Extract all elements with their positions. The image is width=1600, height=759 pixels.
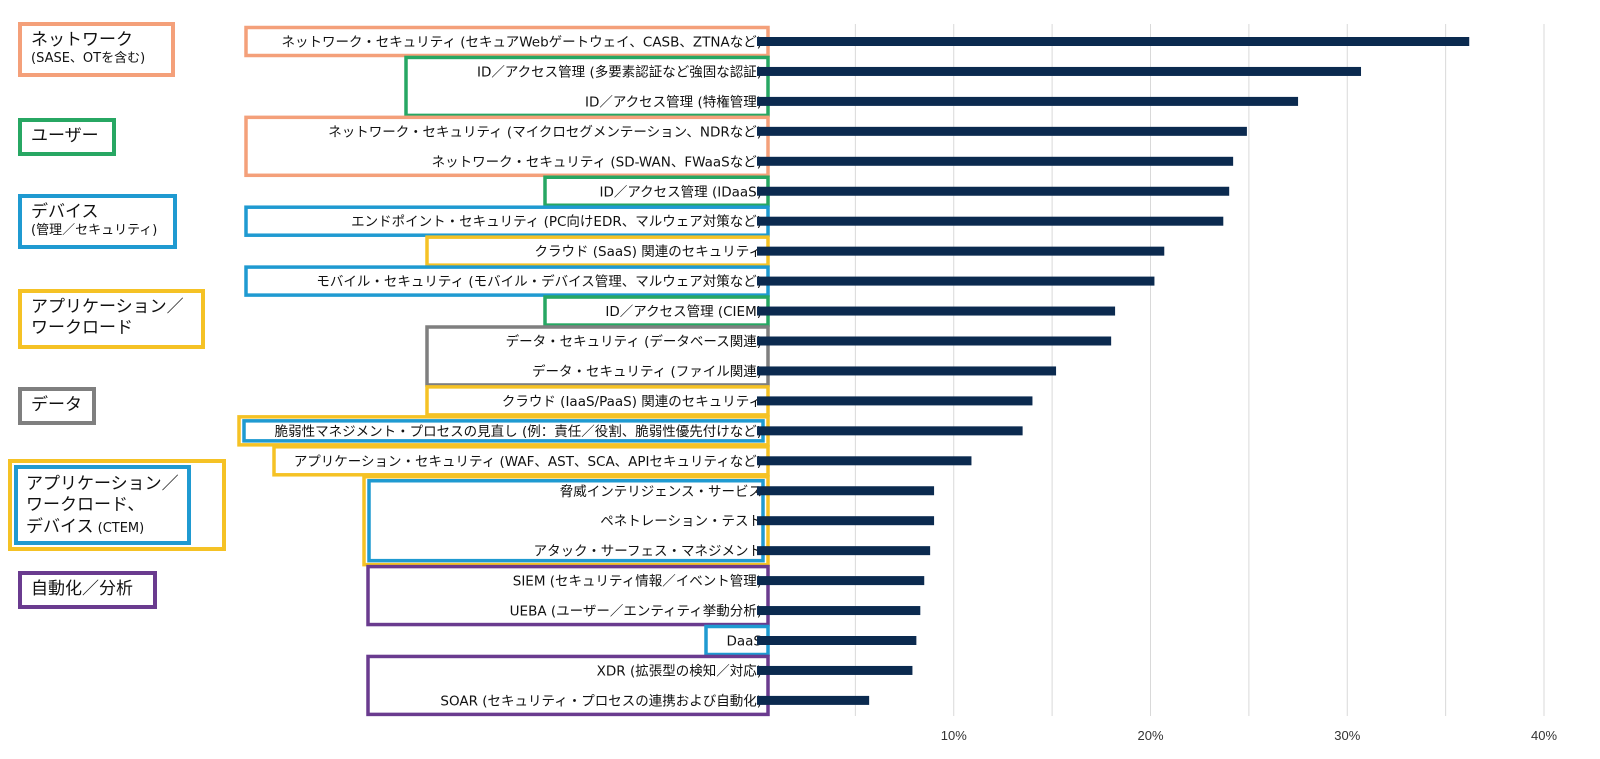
category-label: UEBA (ユーザー／エンティティ挙動分析) — [510, 604, 762, 620]
bar — [757, 486, 935, 496]
category-label: ID／アクセス管理 (IDaaS) — [599, 184, 762, 200]
group-outline-box — [244, 115, 770, 178]
x-tick-label: 40% — [1531, 728, 1557, 743]
bar — [757, 246, 1165, 256]
legend-app-workload: アプリケーション／ ワークロード — [18, 289, 205, 349]
x-tick-label: 30% — [1334, 728, 1360, 743]
category-label: アプリケーション・セキュリティ (WAF、AST、SCA、APIセキュリティなど… — [294, 454, 762, 470]
category-label: エンドポイント・セキュリティ (PC向けEDR、マルウェア対策など) — [351, 213, 762, 230]
x-tick-label: 10% — [941, 728, 967, 743]
legend-user: ユーザー — [18, 118, 116, 157]
category-label: データ・セキュリティ (ファイル関連) — [532, 363, 762, 380]
category-label: クラウド (SaaS) 関連のセキュリティ — [535, 244, 763, 260]
bar — [757, 186, 1230, 196]
legend-ctem-title-wrap: アプリケーション／ ワークロード、 デバイス (CTEM) — [26, 474, 179, 538]
bar — [757, 37, 1470, 46]
bar — [757, 665, 913, 675]
legend-ctem: アプリケーション／ ワークロード、 デバイス (CTEM) — [8, 459, 226, 551]
bar — [757, 156, 1234, 166]
category-label: ネットワーク・セキュリティ (SD-WAN、FWaaSなど) — [432, 154, 762, 170]
category-label: クラウド (IaaS/PaaS) 関連のセキュリティ — [502, 394, 762, 410]
legend-device-subtitle: (管理／セキュリティ) — [31, 223, 158, 239]
bar — [757, 576, 925, 586]
category-label: ID／アクセス管理 (多要素認証など強固な認証) — [477, 63, 762, 80]
category-label: ID／アクセス管理 (特権管理) — [585, 93, 762, 110]
category-label: ネットワーク・セキュリティ (セキュアWebゲートウェイ、CASB、ZTNAなど… — [282, 35, 762, 51]
legend-ctem-title: アプリケーション／ ワークロード、 デバイス — [26, 474, 179, 537]
category-label: XDR (拡張型の検知／対応) — [597, 662, 762, 679]
legend-device: デバイス (管理／セキュリティ) — [18, 194, 177, 249]
legend-app-workload-title: アプリケーション／ ワークロード — [31, 297, 184, 339]
bar — [757, 336, 1112, 346]
category-label: SOAR (セキュリティ・プロセスの連携および自動化) — [440, 693, 762, 709]
category-label: ペネトレーション・テスト — [600, 514, 762, 530]
legend-data: データ — [18, 387, 96, 426]
category-label: SIEM (セキュリティ情報／イベント管理) — [513, 574, 762, 590]
group-outline-box — [366, 564, 770, 627]
category-label: ネットワーク・セキュリティ (マイクロセグメンテーション、NDRなど) — [328, 124, 762, 140]
bar — [757, 695, 870, 705]
bar — [757, 126, 1247, 136]
bar — [757, 66, 1362, 76]
category-label: モバイル・セキュリティ (モバイル・デバイス管理、マルウェア対策など) — [316, 273, 762, 290]
bar — [757, 396, 1033, 406]
bar — [757, 516, 935, 526]
bar — [757, 216, 1224, 226]
legend-data-title: データ — [31, 395, 82, 415]
bar — [757, 636, 917, 645]
category-label: DaaS — [726, 634, 762, 650]
x-tick-label: 20% — [1137, 728, 1163, 743]
category-label: ID／アクセス管理 (CIEM) — [605, 304, 762, 320]
category-label: 脅威インテリジェンス・サービス — [560, 484, 762, 500]
legend-automation-analytics-title: 自動化／分析 — [31, 579, 133, 599]
bar — [757, 456, 972, 466]
legend-ctem-suffix: (CTEM) — [93, 520, 145, 536]
bar — [757, 366, 1057, 376]
legend-user-title: ユーザー — [31, 126, 99, 146]
group-outline-box — [366, 654, 770, 717]
bar — [757, 96, 1299, 106]
legend-automation-analytics: 自動化／分析 — [18, 571, 157, 610]
bar — [757, 306, 1116, 316]
bar — [757, 276, 1155, 286]
category-label: 脆弱性マネジメント・プロセスの見直し (例：責任／役割、脆弱性優先付けなど) — [275, 423, 762, 440]
legend-device-title: デバイス — [31, 202, 99, 222]
bar — [757, 606, 921, 616]
legend-ctem-inner: アプリケーション／ ワークロード、 デバイス (CTEM) — [14, 465, 191, 545]
legend-network: ネットワーク (SASE、OTを含む) — [18, 22, 175, 77]
legend-network-subtitle: (SASE、OTを含む) — [31, 51, 146, 67]
group-outline-box — [425, 325, 770, 387]
category-label: アタック・サーフェス・マネジメント — [534, 544, 762, 560]
group-outline-box — [404, 55, 770, 118]
legend-network-title: ネットワーク — [31, 30, 133, 50]
bar — [757, 426, 1023, 436]
category-label: データ・セキュリティ (データベース関連) — [506, 333, 762, 350]
bar — [757, 546, 931, 556]
